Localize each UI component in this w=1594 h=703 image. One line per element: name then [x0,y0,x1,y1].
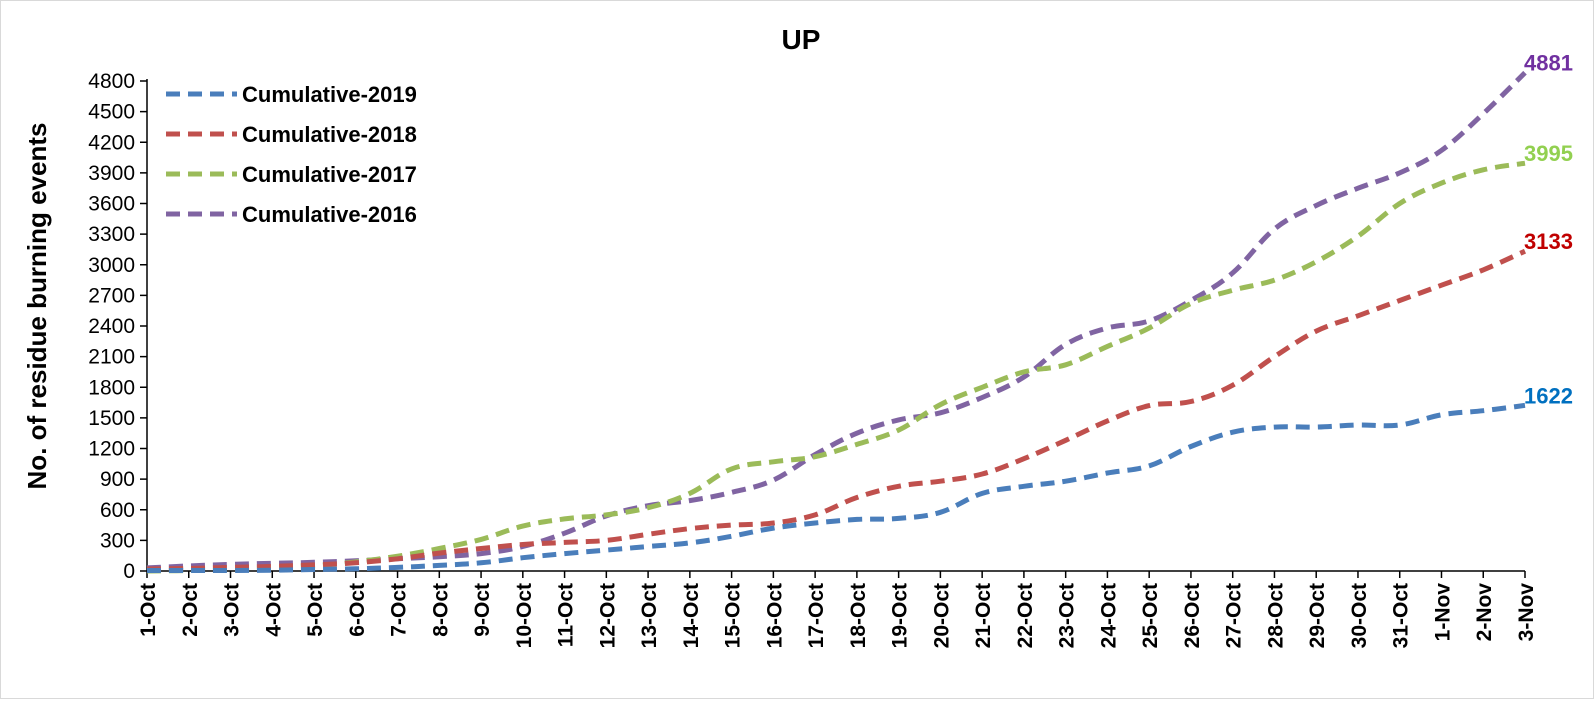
series-line-cumulative-2018 [146,248,1527,572]
x-tick-label: 30-Oct [1348,583,1371,648]
x-tick-label: 26-Oct [1181,583,1204,648]
x-tick-label: 24-Oct [1097,583,1120,648]
end-label-cumulative-2018: 3133 [1524,229,1573,254]
axes [146,79,1525,572]
x-tick-label: 23-Oct [1056,583,1079,648]
y-tick-label: 1800 [88,376,135,399]
x-tick-label: 8-Oct [429,583,452,637]
y-tick-label: 4500 [88,101,135,124]
y-tick-label: 4800 [88,70,135,93]
x-tick-label: 31-Oct [1390,583,1413,648]
chart-title: UP [782,24,821,55]
x-tick-label: 6-Oct [346,583,369,637]
y-tick-label: 3000 [88,254,135,277]
x-tick-label: 4-Oct [262,583,285,637]
legend: Cumulative-2019 Cumulative-2018 Cumulative… [166,82,417,227]
x-tick-label: 14-Oct [680,583,703,648]
y-tick-label: 3600 [88,193,135,216]
legend-label: Cumulative-2016 [242,202,417,227]
y-axis-ticks: 0 300 600 900 1200 1500 1800 2100 2400 2700 3000 33… [88,70,147,583]
x-tick-label: 22-Oct [1014,583,1037,648]
x-tick-label: 3-Nov [1515,583,1538,642]
x-tick-label: 13-Oct [638,583,661,648]
end-label-cumulative-2016: 4881 [1524,51,1573,76]
y-axis-label: No. of residue burning events [22,123,52,490]
x-tick-label: 9-Oct [471,583,494,637]
x-tick-label: 28-Oct [1264,583,1287,648]
x-tick-label: 1-Oct [137,583,160,637]
legend-label: Cumulative-2019 [242,82,417,107]
end-labels: 1622 3133 3995 4881 [1524,51,1573,409]
y-tick-label: 3900 [88,162,135,185]
y-tick-label: 0 [123,560,135,583]
x-axis-ticks: 1-Oct 2-Oct 3-Oct 4-Oct 5-Oct 6-Oct 7-Oct 8-Oct… [137,571,1538,648]
x-tick-label: 5-Oct [304,583,327,637]
x-tick-label: 27-Oct [1223,583,1246,648]
x-tick-label: 21-Oct [972,583,995,648]
end-label-cumulative-2019: 1622 [1524,383,1573,408]
x-tick-label: 10-Oct [513,583,536,648]
y-tick-label: 2700 [88,284,135,307]
x-tick-label: 1-Nov [1431,583,1454,642]
x-tick-label: 29-Oct [1306,583,1329,648]
y-tick-label: 4200 [88,131,135,154]
end-label-cumulative-2017: 3995 [1524,141,1573,166]
x-tick-label: 2-Nov [1473,583,1496,642]
x-tick-label: 19-Oct [889,583,912,648]
x-tick-label: 17-Oct [805,583,828,648]
y-tick-label: 1500 [88,407,135,430]
y-tick-label: 1200 [88,438,135,461]
y-tick-label: 2100 [88,346,135,369]
x-tick-label: 16-Oct [763,583,786,648]
x-tick-label: 7-Oct [388,583,411,637]
x-tick-label: 2-Oct [179,583,202,637]
legend-label: Cumulative-2018 [242,122,417,147]
x-tick-label: 11-Oct [555,583,578,647]
y-tick-label: 3300 [88,223,135,246]
legend-label: Cumulative-2017 [242,162,417,187]
y-tick-label: 900 [100,468,135,491]
series-lines [146,70,1527,574]
x-tick-label: 18-Oct [847,583,870,648]
x-tick-label: 12-Oct [596,583,619,648]
x-tick-label: 20-Oct [930,583,953,648]
y-tick-label: 300 [100,529,135,552]
x-tick-label: 15-Oct [722,583,745,648]
y-tick-label: 600 [100,499,135,522]
y-tick-label: 2400 [88,315,135,338]
x-tick-label: 25-Oct [1139,583,1162,648]
x-tick-label: 3-Oct [221,583,244,637]
series-line-cumulative-2019 [147,402,1526,573]
